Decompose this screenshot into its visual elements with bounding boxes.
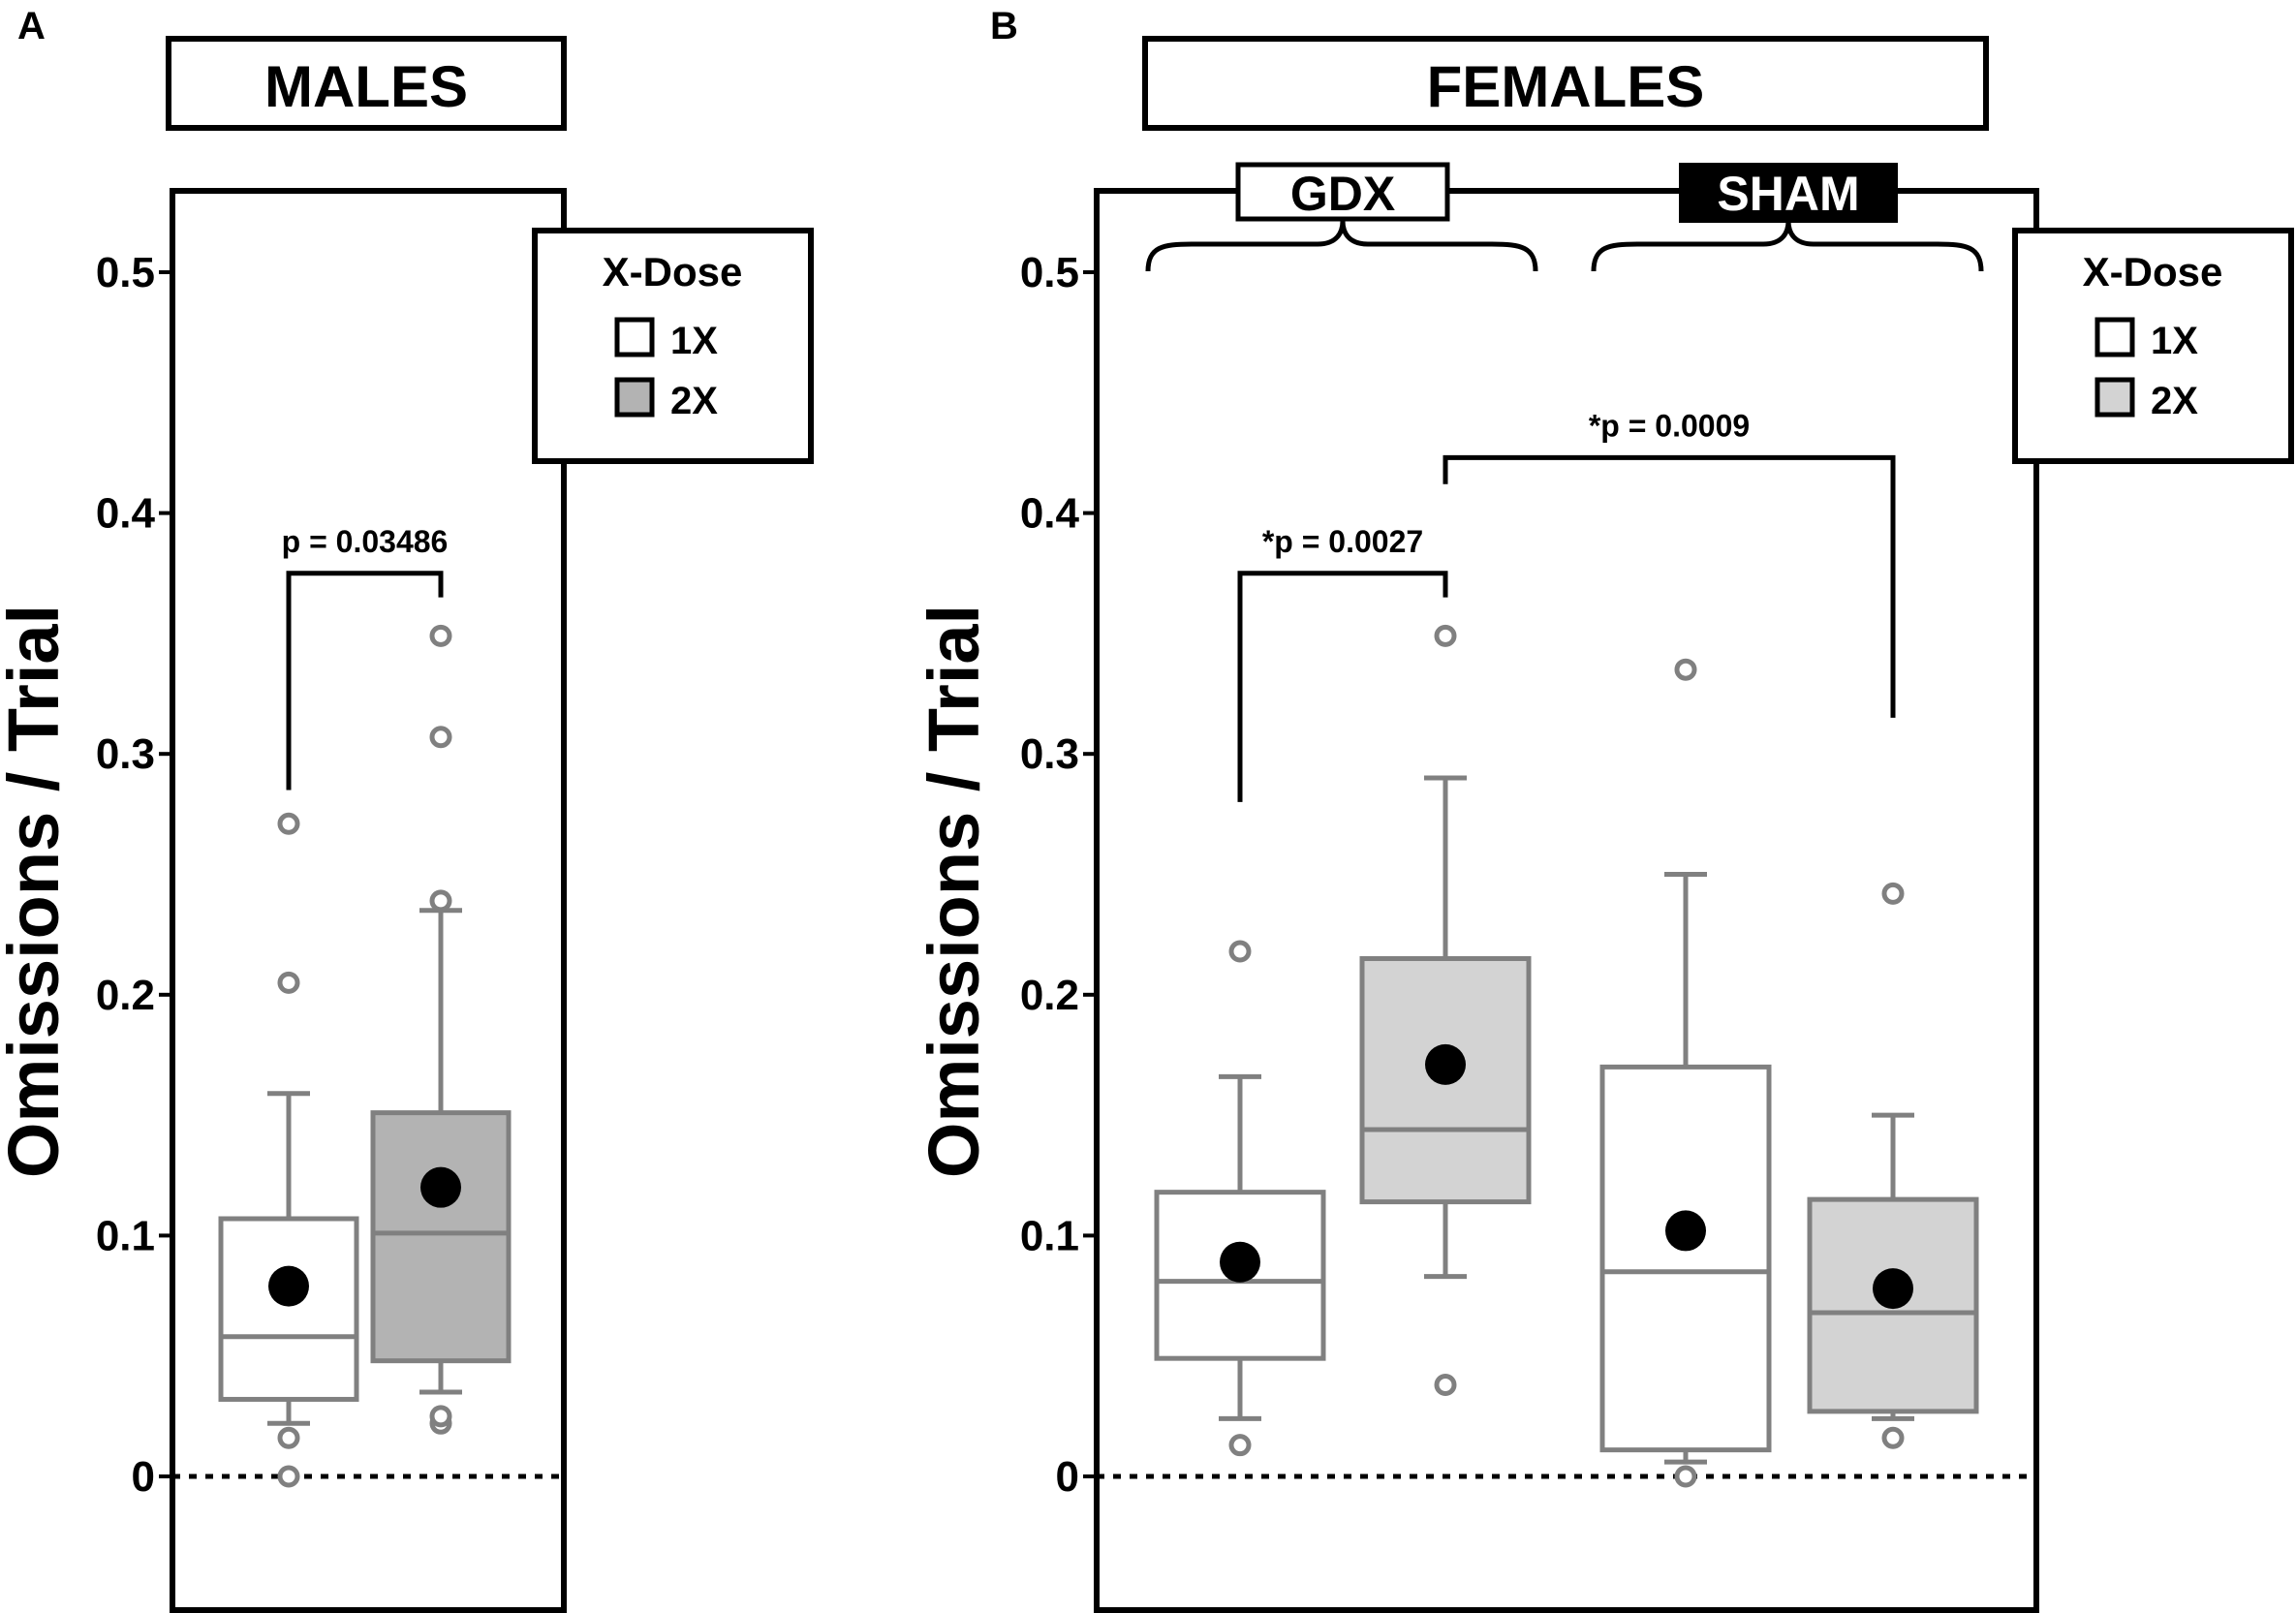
panel-a-y-axis: 0 0.1 0.2 0.3 0.4 0.5 — [96, 249, 172, 1501]
a-y-tick-label: 0.3 — [96, 730, 155, 778]
panel-b-title-box — [1142, 36, 1989, 131]
panel-b-y-axis-label: Omissions / Trial — [914, 605, 994, 1178]
panel-a-legend-label-1x: 1X — [670, 320, 718, 362]
outlier-point — [277, 1426, 300, 1449]
b-comparison-bracket-1 — [1237, 571, 1448, 802]
outlier-point — [1434, 624, 1457, 647]
a-comparison-bracket-1 — [286, 571, 444, 791]
a-box-2 — [370, 624, 512, 1435]
b-comparison-label-1: *p = 0.0027 — [1262, 524, 1423, 559]
panel-a-letter: A — [17, 5, 46, 47]
panel-a-title: MALES — [264, 54, 468, 119]
a-y-tick-label: 0.1 — [96, 1212, 155, 1259]
panel-b-legend-label-2x: 2X — [2151, 380, 2198, 422]
mean-point — [1665, 1210, 1706, 1252]
outlier-point — [277, 1465, 300, 1488]
outlier-point — [1434, 1374, 1457, 1397]
outlier-point — [1881, 1426, 1905, 1449]
outlier-point — [277, 812, 300, 835]
b-y-tick-label: 0.3 — [1020, 730, 1079, 778]
panel-a: A MALES 0 0.1 0.2 0.3 0.4 0.5 Omissions / Tri… — [0, 5, 814, 1613]
panel-b-legend-swatch-2x — [2094, 377, 2135, 418]
panel-b-boxes — [1097, 624, 2036, 1488]
a-y-tick-label: 0.2 — [96, 972, 155, 1019]
b-y-tick-label: 0 — [1056, 1453, 1079, 1501]
a-y-tick-label: 0.4 — [96, 490, 156, 538]
panel-b-comparisons: *p = 0.0027 *p = 0.0009 — [1237, 408, 1896, 802]
panel-b-y-axis: 0 0.1 0.2 0.3 0.4 0.5 — [1020, 249, 1097, 1501]
mean-point — [1873, 1268, 1913, 1310]
outlier-point — [429, 1405, 452, 1428]
panel-b-legend: X-Dose 1X 2X — [2012, 228, 2294, 464]
panel-b-legend-title: X-Dose — [2083, 249, 2223, 295]
mean-point — [1425, 1043, 1466, 1085]
b-box-2 — [1359, 624, 1532, 1397]
box-iqr — [370, 1110, 512, 1364]
b-y-tick-label: 0.4 — [1020, 490, 1080, 538]
group-sham-brace — [1591, 220, 1984, 272]
outlier-point — [429, 726, 452, 749]
outlier-point — [277, 971, 300, 994]
group-sham-label: SHAM — [1717, 167, 1859, 221]
b-box-4 — [1807, 882, 1979, 1449]
box-iqr — [1599, 1064, 1772, 1453]
outlier-point — [1228, 1434, 1252, 1457]
a-comparison-label-1: p = 0.03486 — [282, 524, 449, 559]
panel-a-legend-swatch-1x — [614, 317, 655, 357]
panel-b: B FEMALES 0 0.1 0.2 0.3 0.4 0.5 Omissions / T… — [914, 5, 2294, 1613]
panel-b-letter: B — [990, 5, 1018, 47]
outlier-point — [1228, 940, 1252, 963]
group-sham-box — [1679, 163, 1898, 223]
mean-point — [268, 1265, 309, 1307]
panel-a-legend-title: X-Dose — [603, 249, 743, 295]
panel-b-legend-label-1x: 1X — [2151, 320, 2198, 362]
panel-a-comparisons: p = 0.03486 — [282, 524, 449, 791]
panel-a-legend-box — [532, 228, 814, 464]
group-gdx-brace — [1145, 220, 1538, 272]
panel-a-plot-frame — [170, 188, 567, 1613]
outlier-point — [429, 624, 452, 647]
b-y-tick-label: 0.2 — [1020, 972, 1079, 1019]
b-comparison-label-2: *p = 0.0009 — [1589, 408, 1750, 443]
a-box-1 — [218, 812, 359, 1488]
outlier-point — [429, 889, 452, 913]
b-box-3 — [1599, 658, 1772, 1488]
a-y-tick-label: 0.5 — [96, 249, 155, 296]
panel-a-legend-swatch-2x — [614, 377, 655, 418]
panel-b-title: FEMALES — [1427, 54, 1705, 119]
box-iqr — [218, 1216, 359, 1402]
panel-a-title-box — [166, 36, 567, 131]
group-gdx-label: GDX — [1290, 167, 1395, 221]
box-iqr — [1359, 956, 1532, 1205]
outlier-point — [1674, 1465, 1697, 1488]
outlier-point — [1881, 882, 1905, 905]
panel-b-legend-box — [2012, 228, 2294, 464]
mean-point — [1220, 1241, 1260, 1283]
panel-a-y-axis-label: Omissions / Trial — [0, 605, 74, 1178]
panel-a-legend-label-2x: 2X — [670, 380, 718, 422]
panel-b-plot-frame — [1094, 188, 2039, 1613]
a-y-tick-label: 0 — [132, 1453, 155, 1501]
outlier-point — [1674, 658, 1697, 681]
group-gdx-box — [1235, 162, 1450, 222]
panel-a-legend: X-Dose 1X 2X — [532, 228, 814, 464]
mean-point — [420, 1166, 461, 1208]
b-y-tick-label: 0.1 — [1020, 1212, 1079, 1259]
b-y-tick-label: 0.5 — [1020, 249, 1079, 296]
b-comparison-bracket-2 — [1443, 454, 1896, 718]
panel-b-legend-swatch-1x — [2094, 317, 2135, 357]
panel-a-boxes — [172, 624, 564, 1488]
b-box-1 — [1154, 940, 1326, 1457]
